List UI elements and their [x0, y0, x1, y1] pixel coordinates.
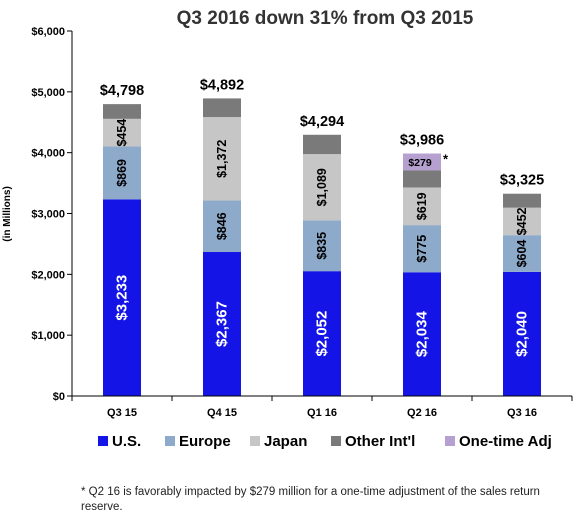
x-tick-label: Q1 16 [307, 407, 337, 419]
segment-label: $619 [415, 192, 429, 220]
y-axis-label: (in Millions) [2, 186, 13, 242]
y-tick-label: $6,000 [31, 26, 65, 38]
legend-label: One-time Adj [459, 433, 552, 450]
segment-label: $279 [408, 157, 432, 169]
bar-segment [203, 252, 241, 396]
bar-segment [403, 187, 441, 226]
bar-segment [103, 118, 141, 147]
segment-label: $835 [315, 232, 329, 260]
legend-label: U.S. [112, 433, 141, 450]
y-tick-label: $3,000 [31, 209, 65, 221]
x-tick-label: Q2 16 [407, 407, 437, 419]
segment-label: $2,034 [414, 311, 431, 358]
bar-segment [403, 153, 441, 171]
bar-segment [503, 235, 541, 272]
legend-label: Europe [179, 433, 231, 450]
y-tick-label: $4,000 [31, 148, 65, 160]
annotation-asterisk: * [443, 152, 449, 167]
segment-label: $2,040 [514, 311, 531, 357]
legend-swatch [165, 436, 175, 446]
segment-label: $604 [515, 240, 529, 268]
legend: U.S. Europe Japan Other Int'l One-time Adj [98, 433, 552, 450]
x-axis: Q3 15 Q4 15 Q1 16 Q2 16 Q3 16 [71, 395, 573, 419]
total-label: $4,892 [200, 77, 244, 93]
bar-segment [303, 220, 341, 272]
bar-segment [203, 117, 241, 201]
bar-segment [203, 200, 241, 253]
legend-swatch [250, 436, 260, 446]
segment-label: $452 [515, 207, 529, 235]
total-label: $4,798 [100, 83, 144, 99]
total-label: $4,294 [300, 114, 344, 130]
bar-segment [103, 146, 141, 200]
stacked-bar-chart: Q3 2016 down 31% from Q3 2015 (in Millio… [2, 8, 573, 450]
bar-segment [103, 104, 141, 119]
legend-swatch [331, 436, 341, 446]
legend-label: Other Int'l [345, 433, 415, 450]
segment-label: $2,052 [314, 311, 331, 357]
y-tick-label: $2,000 [31, 269, 65, 281]
y-tick-label: $1,000 [31, 330, 65, 342]
bar-segment [403, 225, 441, 273]
total-label: $3,986 [400, 133, 444, 149]
bar-segment [303, 134, 341, 155]
x-tick-label: Q3 16 [507, 407, 537, 419]
segment-label: $3,233 [114, 275, 131, 321]
total-label: $3,325 [500, 173, 544, 189]
x-tick-label: Q4 15 [207, 407, 237, 419]
segment-label: $775 [415, 235, 429, 263]
y-tick-label: $5,000 [31, 87, 65, 99]
legend-label: Japan [264, 433, 307, 450]
segment-label: $1,089 [315, 168, 329, 206]
segment-label: $869 [115, 159, 129, 187]
segment-label: $1,372 [215, 140, 229, 178]
segment-label: $454 [115, 119, 129, 147]
x-tick-label: Q3 15 [107, 407, 137, 419]
chart-title: Q3 2016 down 31% from Q3 2015 [177, 8, 474, 29]
bar-segment [503, 271, 541, 396]
segment-label: $2,367 [214, 301, 231, 347]
bar-segment [103, 199, 141, 396]
bar-segment [303, 154, 341, 221]
bar-segment [203, 98, 241, 118]
y-tick-label: $0 [53, 391, 65, 403]
y-axis: $0 $1,000 $2,000 $3,000 $4,000 $5,000 $6,000 [31, 26, 73, 403]
bar-segment [503, 193, 541, 208]
segment-label: $846 [215, 212, 229, 240]
bar-segment [503, 207, 541, 236]
bar-segment [303, 271, 341, 396]
bar-segment [403, 272, 441, 396]
legend-swatch [445, 436, 455, 446]
legend-swatch [98, 436, 108, 446]
bars: $3,233 $869 $454 $4,798 $2,367 $846 $1,372 $4,8… [100, 77, 544, 396]
footnote: * Q2 16 is favorably impacted by $279 mi… [81, 486, 540, 513]
bar-segment [403, 170, 441, 188]
